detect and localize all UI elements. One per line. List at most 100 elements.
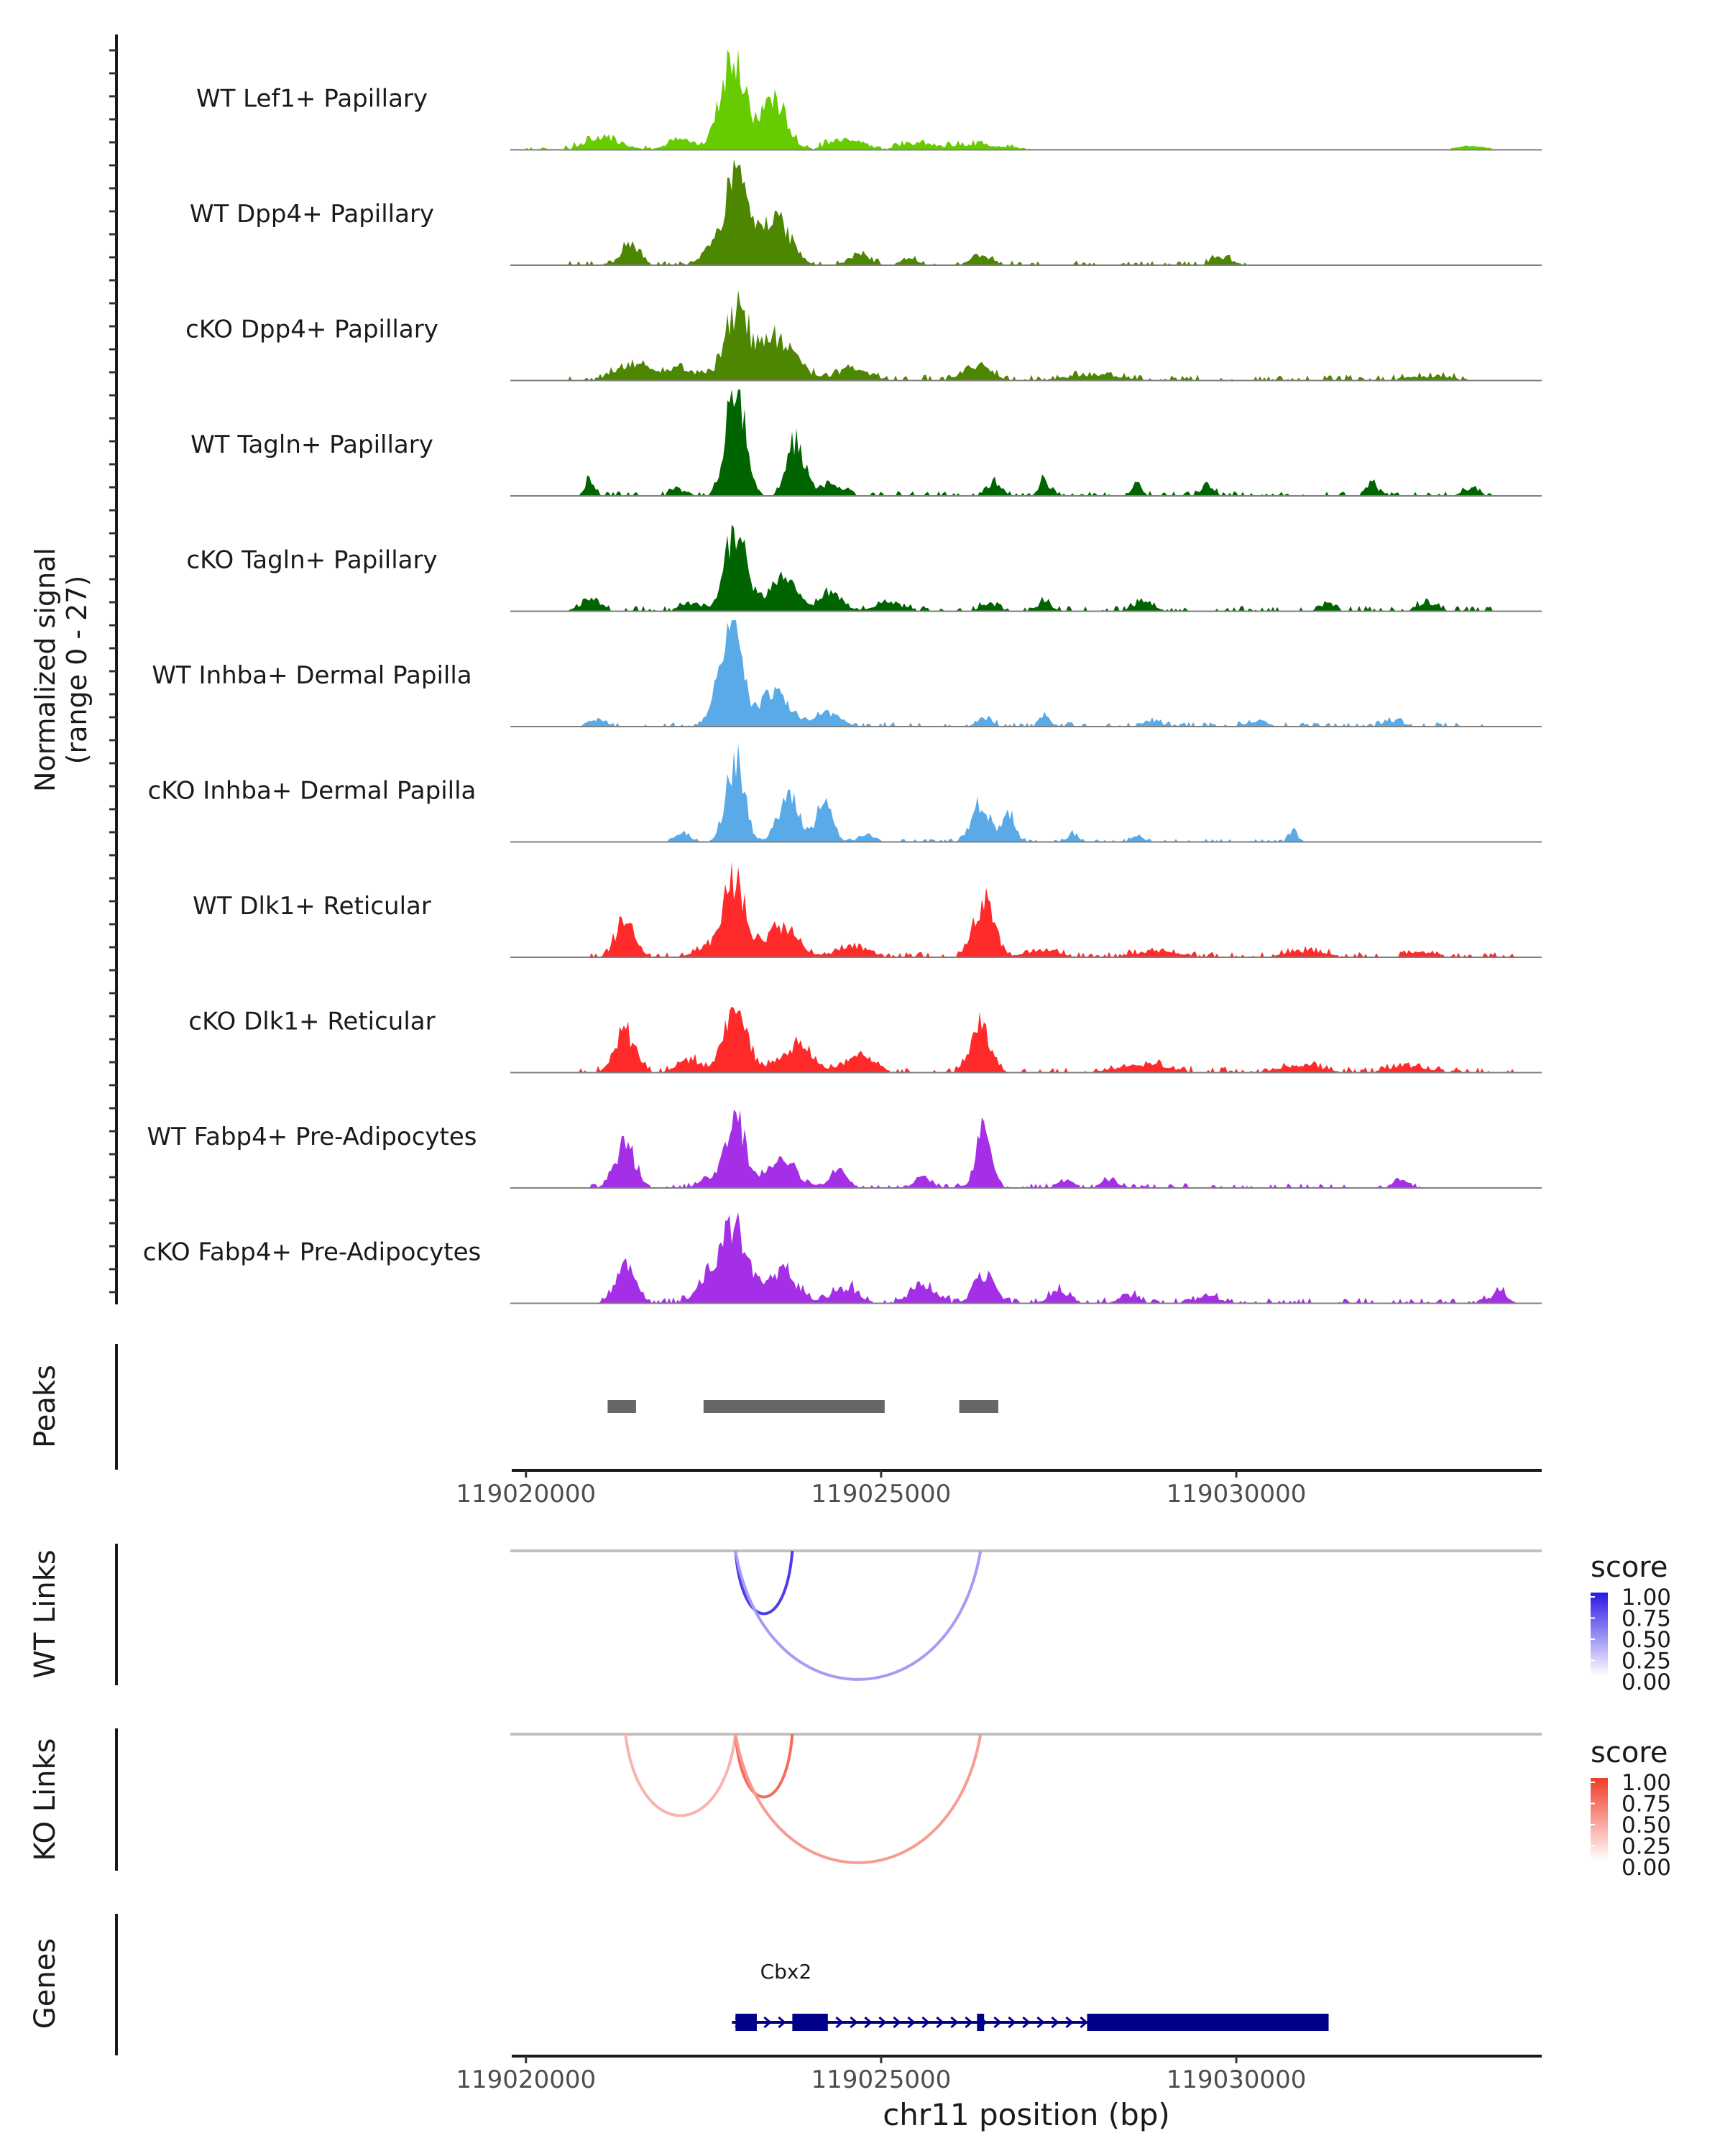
legend-tick: 0.00 (1622, 1855, 1671, 1881)
track-label: cKO Inhba+ Dermal Papilla (148, 777, 477, 806)
track: cKO Dpp4+ Papillary (185, 290, 1542, 382)
genes-label: Genes (29, 1938, 62, 2029)
strand-arrow (778, 2016, 786, 2029)
legend-tick: 1.00 (1622, 1585, 1671, 1611)
genes-panel: Genes Cbx2 119020000 119025000 119030000 c… (29, 1914, 1542, 2132)
strand-arrow (850, 2016, 858, 2029)
track-label: WT Tagln+ Papillary (190, 430, 433, 459)
strand-arrow (993, 2016, 1002, 2029)
track-signal-area (512, 1110, 1542, 1188)
coverage-tracks: WT Lef1+ Papillary WT Dpp4+ Papillary cKO … (143, 49, 1542, 1304)
track-signal-area (512, 525, 1542, 612)
gene-exon (977, 2014, 985, 2031)
strand-arrow (1008, 2016, 1016, 2029)
track-label: cKO Tagln+ Papillary (186, 546, 437, 575)
x-tick-label: 119025000 (811, 2065, 952, 2094)
legend-colorbar (1591, 1778, 1608, 1861)
link-arc (624, 1733, 737, 1818)
track-signal-area (512, 620, 1542, 727)
legend-tick: 0.00 (1622, 1669, 1671, 1695)
strand-arrow (907, 2016, 916, 2029)
track: cKO Dlk1+ Reticular (188, 1006, 1542, 1074)
link-arc (734, 1550, 794, 1616)
peak-region (703, 1400, 885, 1413)
track: WT Dlk1+ Reticular (193, 861, 1542, 958)
strand-arrow (936, 2016, 944, 2029)
x-tick-label: 119030000 (1167, 2065, 1307, 2094)
link-arc (734, 1733, 794, 1799)
strand-arrow (1022, 2016, 1031, 2029)
link-arc (734, 1550, 983, 1681)
track-signal-area (512, 290, 1542, 381)
x-tick-label: 119025000 (811, 1480, 952, 1508)
wt-links-label: WT Links (29, 1549, 62, 1678)
legend-tick: 0.25 (1622, 1834, 1671, 1860)
track-signal-area (512, 1212, 1542, 1304)
legend-colorbar (1591, 1593, 1608, 1676)
x-tick-label: 119030000 (1167, 1480, 1307, 1508)
legend-tick: 0.75 (1622, 1606, 1671, 1632)
track-signal-area (512, 390, 1542, 496)
track-signal-area (512, 861, 1542, 957)
x-tick-label: 119020000 (456, 1480, 596, 1508)
legend-tick: 0.50 (1622, 1627, 1671, 1653)
legend-tick: 0.25 (1622, 1649, 1671, 1674)
strand-arrow (893, 2016, 901, 2029)
track-label: cKO Fabp4+ Pre-Adipocytes (143, 1238, 482, 1267)
peak-region (959, 1400, 998, 1413)
track: cKO Fabp4+ Pre-Adipocytes (143, 1212, 1542, 1304)
track: WT Fabp4+ Pre-Adipocytes (147, 1110, 1542, 1189)
track-label: WT Fabp4+ Pre-Adipocytes (147, 1123, 477, 1151)
track: WT Dpp4+ Papillary (190, 159, 1542, 266)
track-signal-area (512, 1006, 1542, 1073)
strand-arrow (1051, 2016, 1059, 2029)
track-signal-area (512, 49, 1542, 150)
strand-arrow (835, 2016, 844, 2029)
coverage-y-ticks (109, 49, 116, 1294)
x-axis-ticks-bottom: 119020000 119025000 119030000 (456, 2056, 1306, 2094)
gene-exon (1087, 2014, 1329, 2031)
y-label-line1: Normalized signal (29, 548, 61, 792)
x-axis-ticks-top: 119020000 119025000 119030000 (456, 1470, 1306, 1508)
x-axis-label: chr11 position (bp) (883, 2097, 1170, 2132)
strand-arrow (1080, 2016, 1088, 2029)
strand-arrow (1065, 2016, 1074, 2029)
track-label: WT Inhba+ Dermal Papilla (152, 661, 472, 690)
track-label: cKO Dpp4+ Papillary (185, 315, 438, 344)
gene-name: Cbx2 (760, 1960, 812, 1984)
peaks-panel: Peaks 119020000 119025000 119030000 (29, 1344, 1542, 1508)
track-signal-area (512, 743, 1542, 842)
gene-exon (735, 2014, 757, 2031)
strand-arrow (950, 2016, 959, 2029)
legend-tick: 0.50 (1622, 1812, 1671, 1838)
strand-arrow (921, 2016, 930, 2029)
track: WT Inhba+ Dermal Papilla (152, 620, 1542, 727)
x-tick-label: 119020000 (456, 2065, 596, 2094)
coverage-y-label: Normalized signal (range 0 - 27) (29, 548, 93, 792)
strand-arrow (1036, 2016, 1045, 2029)
y-label-line2: (range 0 - 27) (61, 576, 93, 765)
strand-arrow (864, 2016, 873, 2029)
strand-arrow (965, 2016, 973, 2029)
track: cKO Inhba+ Dermal Papilla (148, 743, 1542, 843)
legend-title: score (1591, 1736, 1668, 1769)
strand-arrow (763, 2016, 772, 2029)
peak-region (607, 1400, 636, 1413)
strand-arrow (878, 2016, 887, 2029)
ko-links-label: KO Links (29, 1738, 62, 1861)
track: WT Lef1+ Papillary (196, 49, 1542, 151)
peaks-label: Peaks (29, 1365, 62, 1448)
legend-tick: 1.00 (1622, 1770, 1671, 1796)
legend-tick: 0.75 (1622, 1792, 1671, 1818)
track: WT Tagln+ Papillary (190, 390, 1542, 497)
track-label: WT Dlk1+ Reticular (193, 892, 431, 921)
gene-exon (792, 2014, 828, 2031)
track-label: cKO Dlk1+ Reticular (188, 1008, 435, 1036)
track-label: WT Dpp4+ Papillary (190, 200, 434, 229)
track-signal-area (512, 159, 1542, 265)
